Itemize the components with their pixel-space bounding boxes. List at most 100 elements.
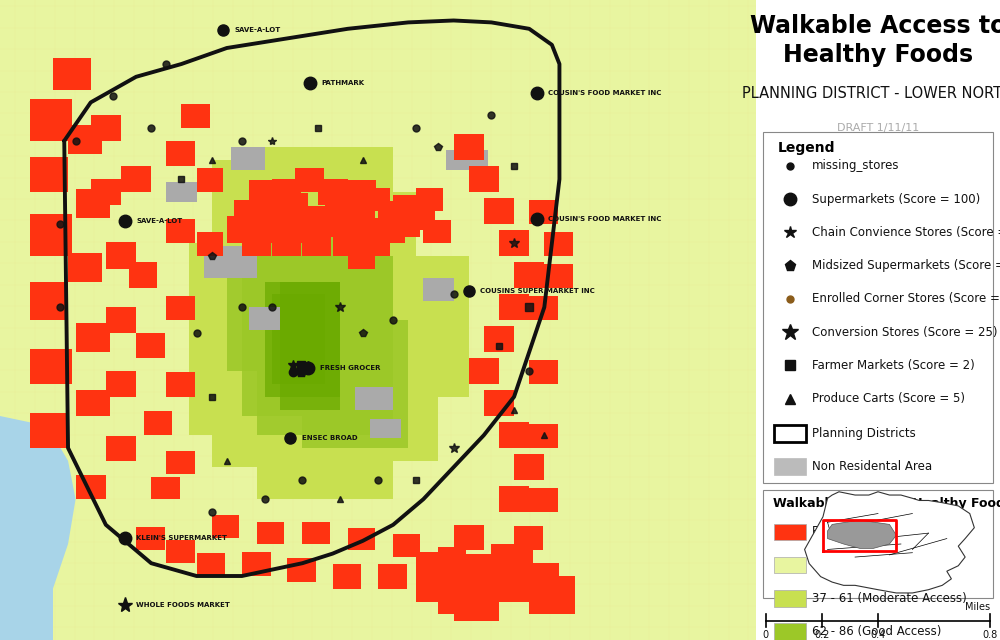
- Bar: [287, 218, 316, 243]
- Bar: [227, 192, 416, 320]
- Bar: [318, 212, 348, 237]
- Bar: [68, 253, 102, 282]
- Bar: [242, 224, 348, 416]
- Bar: [514, 454, 544, 480]
- Text: Food Desert: Food Desert: [812, 525, 883, 538]
- Text: Supermarkets (Score = 100): Supermarkets (Score = 100): [812, 193, 980, 205]
- Bar: [393, 214, 420, 237]
- Bar: [484, 566, 529, 602]
- Bar: [333, 564, 361, 589]
- Bar: [544, 232, 573, 256]
- Bar: [378, 220, 405, 243]
- Bar: [499, 294, 529, 320]
- Bar: [272, 294, 325, 384]
- Text: 0: 0: [763, 630, 769, 640]
- Bar: [30, 413, 68, 448]
- Bar: [416, 188, 443, 211]
- Bar: [68, 125, 102, 154]
- Bar: [325, 193, 354, 218]
- Bar: [763, 132, 993, 483]
- Polygon shape: [828, 520, 896, 548]
- Bar: [484, 326, 514, 352]
- Bar: [242, 232, 271, 256]
- Bar: [529, 488, 558, 512]
- Bar: [295, 168, 324, 192]
- Bar: [227, 216, 257, 243]
- Text: DRAFT 1/11/11: DRAFT 1/11/11: [837, 123, 919, 133]
- Bar: [76, 475, 106, 499]
- Bar: [438, 547, 466, 570]
- Bar: [197, 553, 225, 576]
- Bar: [272, 230, 301, 256]
- Bar: [514, 262, 544, 288]
- Text: Chain Convience Stores (Score = 25): Chain Convience Stores (Score = 25): [812, 226, 1000, 239]
- Text: Conversion Stores (Score = 25): Conversion Stores (Score = 25): [812, 326, 998, 339]
- Bar: [106, 307, 136, 333]
- Bar: [166, 219, 195, 243]
- Bar: [121, 166, 151, 192]
- Bar: [212, 515, 239, 538]
- Bar: [30, 349, 72, 384]
- Bar: [302, 522, 330, 544]
- Text: Walkable Access to
Healthy Foods: Walkable Access to Healthy Foods: [750, 14, 1000, 67]
- Bar: [53, 58, 91, 90]
- Bar: [234, 200, 263, 224]
- Text: Walkable Access to Healthy Foods: Walkable Access to Healthy Foods: [773, 497, 1000, 509]
- Bar: [181, 104, 210, 128]
- Bar: [30, 157, 68, 192]
- Bar: [514, 563, 559, 602]
- Bar: [30, 282, 68, 320]
- Bar: [378, 256, 469, 397]
- Bar: [333, 198, 363, 224]
- Text: Enrolled Corner Stores (Score = 5): Enrolled Corner Stores (Score = 5): [812, 292, 1000, 305]
- Bar: [378, 201, 405, 224]
- Bar: [280, 193, 308, 218]
- Text: PATHMARK: PATHMARK: [321, 80, 364, 86]
- Text: COUSIN'S FOOD MARKET INC: COUSIN'S FOOD MARKET INC: [548, 216, 661, 222]
- Bar: [287, 256, 393, 346]
- Bar: [166, 451, 195, 474]
- Bar: [76, 189, 110, 218]
- Text: WHOLE FOODS MARKET: WHOLE FOODS MARKET: [136, 602, 230, 608]
- Bar: [136, 333, 165, 358]
- Bar: [129, 262, 157, 288]
- Bar: [454, 134, 484, 160]
- Bar: [499, 422, 529, 448]
- Bar: [348, 207, 375, 230]
- Bar: [231, 147, 265, 170]
- Bar: [370, 419, 401, 438]
- Bar: [363, 188, 390, 211]
- Bar: [166, 296, 195, 320]
- Bar: [408, 207, 435, 230]
- Bar: [212, 160, 378, 467]
- Bar: [774, 590, 806, 607]
- Bar: [446, 150, 488, 170]
- Bar: [257, 256, 393, 435]
- Text: Midsized Supermarkets (Score = 50): Midsized Supermarkets (Score = 50): [812, 259, 1000, 272]
- Bar: [30, 214, 72, 256]
- Bar: [378, 564, 407, 589]
- Bar: [197, 269, 423, 371]
- Bar: [257, 218, 286, 243]
- Bar: [280, 282, 340, 410]
- Polygon shape: [805, 492, 974, 593]
- Bar: [416, 552, 446, 576]
- Bar: [499, 486, 529, 512]
- Bar: [774, 557, 806, 573]
- Bar: [106, 371, 136, 397]
- Bar: [348, 528, 375, 550]
- Bar: [491, 544, 533, 576]
- Bar: [423, 278, 454, 301]
- Bar: [363, 233, 390, 256]
- Bar: [30, 99, 72, 141]
- Bar: [355, 218, 384, 243]
- Bar: [348, 246, 375, 269]
- Bar: [774, 524, 806, 540]
- Bar: [393, 534, 420, 557]
- Bar: [189, 243, 249, 435]
- Bar: [166, 540, 195, 563]
- Text: SAVE-A-LOT: SAVE-A-LOT: [136, 218, 182, 224]
- Text: missing_stores: missing_stores: [812, 159, 900, 172]
- Bar: [166, 141, 195, 166]
- Bar: [272, 256, 393, 397]
